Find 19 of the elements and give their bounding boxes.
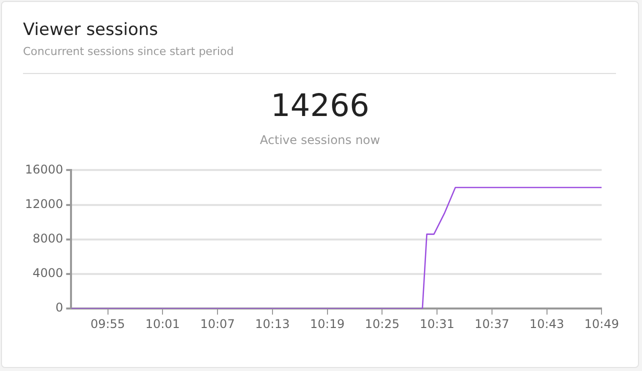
x-tick-label: 10:01 — [145, 316, 180, 331]
y-tick-label: 16000 — [24, 162, 64, 176]
x-tick-label: 10:19 — [310, 316, 345, 331]
x-tick-label: 10:07 — [200, 316, 235, 331]
x-tick-label: 09:55 — [90, 316, 126, 331]
y-tick-label: 4000 — [32, 266, 64, 280]
y-tick-label: 0 — [56, 300, 64, 315]
x-tick-label: 10:43 — [530, 316, 564, 331]
y-tick-label: 8000 — [32, 232, 64, 246]
x-tick-label: 10:31 — [420, 316, 454, 331]
y-tick-label: 12000 — [24, 196, 64, 211]
chart-subtitle: Concurrent sessions since start period — [23, 45, 234, 58]
text: 14266 — [270, 88, 370, 124]
x-tick-label: 10:25 — [364, 316, 400, 331]
chart-title: Viewer sessions — [23, 20, 158, 40]
x-tick-label: 10:13 — [255, 316, 290, 331]
x-tick-label: 10:37 — [474, 316, 510, 331]
text: Active sessions now — [258, 133, 382, 147]
x-tick-label: 10:49 — [584, 316, 620, 331]
